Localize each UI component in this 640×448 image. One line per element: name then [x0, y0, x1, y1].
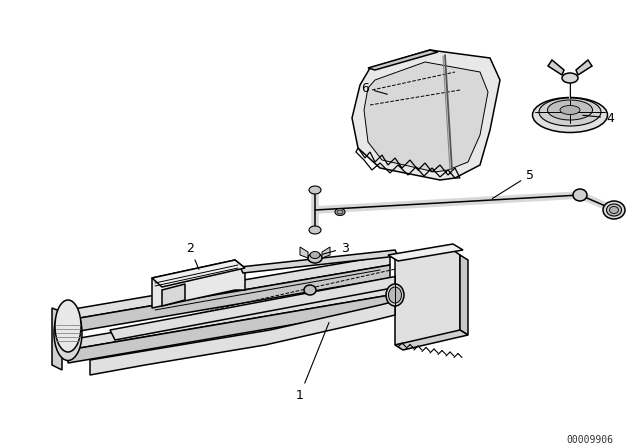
Polygon shape — [52, 308, 62, 370]
Polygon shape — [152, 260, 245, 287]
Polygon shape — [68, 285, 390, 350]
Polygon shape — [395, 330, 468, 350]
Polygon shape — [548, 60, 564, 75]
Polygon shape — [90, 295, 420, 375]
Text: 5: 5 — [492, 168, 534, 198]
Text: 00009906: 00009906 — [566, 435, 614, 445]
Polygon shape — [68, 265, 390, 333]
Ellipse shape — [607, 204, 621, 216]
Polygon shape — [110, 270, 435, 340]
Polygon shape — [322, 247, 330, 258]
Text: 2: 2 — [186, 241, 199, 269]
Ellipse shape — [309, 226, 321, 234]
Polygon shape — [368, 50, 438, 70]
Polygon shape — [352, 50, 500, 180]
Polygon shape — [240, 250, 398, 273]
Text: 4: 4 — [583, 112, 614, 125]
Ellipse shape — [609, 207, 618, 214]
Ellipse shape — [603, 201, 625, 219]
Ellipse shape — [573, 189, 587, 201]
Polygon shape — [68, 255, 390, 320]
Ellipse shape — [304, 285, 316, 295]
Polygon shape — [576, 60, 592, 75]
Ellipse shape — [532, 98, 607, 133]
Ellipse shape — [562, 73, 578, 83]
Polygon shape — [364, 62, 488, 172]
Polygon shape — [388, 244, 463, 261]
Ellipse shape — [560, 105, 580, 115]
Polygon shape — [68, 295, 390, 363]
Ellipse shape — [386, 284, 404, 306]
Ellipse shape — [308, 253, 322, 263]
Text: 6: 6 — [361, 82, 387, 95]
Text: 1: 1 — [296, 323, 329, 401]
Ellipse shape — [388, 287, 401, 303]
Polygon shape — [395, 248, 460, 345]
Ellipse shape — [309, 186, 321, 194]
Ellipse shape — [547, 100, 593, 120]
Ellipse shape — [55, 300, 81, 352]
Ellipse shape — [335, 208, 345, 215]
Text: 3: 3 — [323, 241, 349, 254]
Ellipse shape — [539, 98, 601, 126]
Ellipse shape — [310, 251, 320, 258]
Polygon shape — [460, 255, 468, 335]
Ellipse shape — [54, 306, 82, 361]
Polygon shape — [300, 247, 308, 258]
Polygon shape — [152, 260, 245, 308]
Polygon shape — [162, 284, 185, 306]
Ellipse shape — [337, 210, 343, 214]
